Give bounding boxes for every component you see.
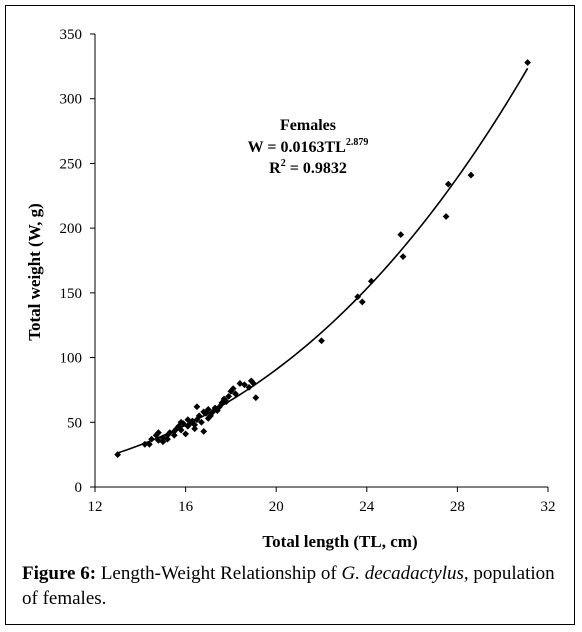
- data-point: [358, 298, 366, 306]
- r2-value: = 0.9832: [286, 160, 347, 177]
- data-point: [250, 380, 257, 387]
- caption-species: G. decadactylus: [341, 563, 464, 584]
- data-point: [191, 425, 199, 433]
- x-tick-label: 20: [269, 499, 284, 515]
- r2-superscript: 2: [281, 158, 286, 169]
- data-point: [213, 407, 221, 415]
- data-point: [155, 437, 162, 444]
- data-point: [202, 409, 210, 417]
- x-tick-label: 28: [450, 499, 465, 515]
- data-point: [148, 435, 156, 443]
- data-point: [200, 427, 208, 435]
- y-tick-label: 350: [60, 27, 83, 43]
- axes: [90, 33, 549, 492]
- data-point: [173, 425, 180, 433]
- data-point: [193, 403, 201, 411]
- data-point: [141, 440, 149, 448]
- data-point: [175, 422, 183, 430]
- data-point: [524, 59, 532, 66]
- y-tick-label: 150: [60, 286, 83, 302]
- data-point: [227, 387, 235, 395]
- data-point: [354, 293, 362, 301]
- data-point: [193, 416, 201, 424]
- y-axis-label: Total weight (W, g): [25, 203, 44, 341]
- data-point: [397, 231, 405, 239]
- x-axis-label: Total length (TL, cm): [262, 532, 417, 551]
- data-point: [204, 405, 212, 413]
- data-point: [232, 390, 239, 398]
- data-point: [177, 418, 185, 426]
- data-point: [245, 383, 253, 391]
- y-tick-label: 250: [60, 156, 83, 172]
- data-point: [184, 422, 192, 430]
- y-tick-label: 50: [67, 415, 82, 431]
- y-tick-label: 0: [75, 480, 83, 496]
- data-point: [155, 429, 162, 437]
- data-point: [195, 412, 203, 420]
- data-point: [145, 440, 153, 448]
- x-tick-label: 16: [178, 499, 194, 515]
- figure-frame: [5, 5, 575, 625]
- data-point: [229, 385, 237, 393]
- data-points: [114, 59, 532, 459]
- equation-exponent: 2.879: [346, 137, 369, 148]
- caption-text-after: , population of females.: [22, 563, 555, 609]
- data-point: [182, 430, 189, 438]
- tick-labels: 0 50 100 150 200 250 300 350 12 16 20 24 28 32: [60, 27, 556, 515]
- data-point: [442, 213, 450, 220]
- y-tick-label: 100: [60, 351, 83, 367]
- data-point: [241, 381, 248, 389]
- data-point: [159, 438, 167, 446]
- data-point: [152, 431, 160, 439]
- data-point: [166, 429, 174, 437]
- data-point: [222, 398, 230, 405]
- data-point: [198, 418, 205, 426]
- data-point: [225, 393, 233, 400]
- data-point: [179, 420, 187, 427]
- x-tick-label: 12: [88, 499, 103, 515]
- data-point: [444, 180, 452, 188]
- data-point: [367, 277, 375, 285]
- figure-caption: Figure 6: Length-Weight Relationship of …: [22, 561, 567, 611]
- x-tick-label: 32: [541, 499, 556, 515]
- r2-symbol: R: [269, 160, 281, 177]
- data-point: [184, 416, 192, 424]
- annotation-equation: W = 0.0163TL2.879: [248, 137, 369, 156]
- data-point: [399, 253, 407, 261]
- data-point: [164, 431, 171, 439]
- annotation-r2: R2 = 0.9832: [269, 158, 347, 177]
- data-point: [170, 431, 178, 439]
- annotation-title: Females: [280, 117, 336, 134]
- x-tick-label: 24: [359, 499, 375, 515]
- data-point: [191, 421, 199, 429]
- y-tick-label: 200: [60, 221, 83, 237]
- scatter-chart: 0 50 100 150 200 250 300 350 12 16 20 24 28 32 Total …: [25, 27, 556, 551]
- data-point: [159, 434, 167, 442]
- data-point: [252, 394, 260, 402]
- y-tick-label: 300: [60, 92, 83, 108]
- caption-text-before: Length-Weight Relationship of: [96, 563, 342, 584]
- equation-text: W = 0.0163TL: [248, 139, 346, 156]
- caption-label: Figure 6:: [22, 563, 97, 584]
- data-point: [318, 337, 325, 345]
- data-point: [467, 171, 475, 179]
- data-point: [114, 451, 122, 459]
- data-point: [177, 426, 185, 434]
- data-point: [164, 435, 171, 443]
